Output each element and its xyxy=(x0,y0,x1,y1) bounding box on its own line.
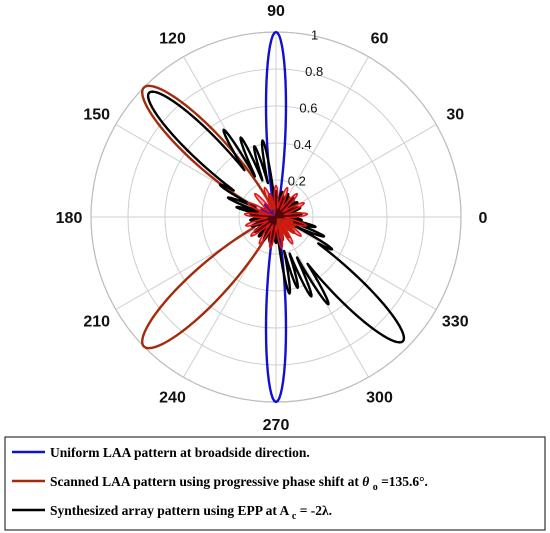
legend-label-synthesized: Synthesized array pattern using EPP at A… xyxy=(50,503,332,522)
radial-tick-label: 1 xyxy=(311,27,318,42)
radial-tick-label: 0.8 xyxy=(305,64,323,79)
grid-spoke xyxy=(275,56,369,218)
angle-tick-label: 300 xyxy=(366,389,393,406)
legend-scanned-sub: o xyxy=(373,482,378,493)
legend-scanned-theta: θ xyxy=(362,474,369,489)
legend-label-scanned: Scanned LAA pattern using progressive ph… xyxy=(50,474,428,493)
grid-spoke xyxy=(275,216,437,310)
legend-synth-text-after: = -2λ. xyxy=(300,503,332,518)
legend-box xyxy=(4,436,546,531)
radial-tick-label: 0.2 xyxy=(288,173,306,188)
angle-tick-label: 30 xyxy=(446,107,464,124)
radial-tick-label: 0.4 xyxy=(294,137,312,152)
grid-spoke xyxy=(275,124,437,218)
radial-tick-label: 0.6 xyxy=(299,100,317,115)
legend-item-synthesized: Synthesized array pattern using EPP at A… xyxy=(12,503,332,522)
angle-tick-label: 240 xyxy=(159,389,186,406)
center-core xyxy=(243,184,309,249)
angle-tick-label: 0 xyxy=(479,210,488,227)
legend-synth-sub: c xyxy=(292,511,297,522)
legend-item-scanned: Scanned LAA pattern using progressive ph… xyxy=(12,474,428,493)
angle-tick-label: 120 xyxy=(159,31,186,48)
legend-label-uniform: Uniform LAA pattern at broadside directi… xyxy=(50,445,310,460)
grid-spoke xyxy=(115,216,277,310)
angle-tick-label: 180 xyxy=(56,210,83,227)
angle-tick-label: 90 xyxy=(267,3,285,20)
series-line-2 xyxy=(146,90,406,344)
legend-item-uniform: Uniform LAA pattern at broadside directi… xyxy=(12,445,310,460)
series-layer xyxy=(141,30,406,404)
grid-spoke xyxy=(115,124,277,218)
legend-scanned-text-after: =135.6°. xyxy=(381,474,428,489)
angle-tick-label: 150 xyxy=(83,107,110,124)
tick-labels: 0 30 60 90 120 150 180 210 240 270 300 330 0.2 0.4 0.6… xyxy=(56,3,488,434)
legend: Uniform LAA pattern at broadside directi… xyxy=(4,436,546,531)
legend-scanned-text-before: Scanned LAA pattern using progressive ph… xyxy=(50,474,359,489)
angle-tick-label: 330 xyxy=(442,314,469,331)
legend-synth-text-before: Synthesized array pattern using EPP at A xyxy=(50,503,290,518)
angle-tick-label: 270 xyxy=(263,417,290,434)
angle-tick-label: 60 xyxy=(371,31,389,48)
angle-tick-label: 210 xyxy=(83,314,110,331)
